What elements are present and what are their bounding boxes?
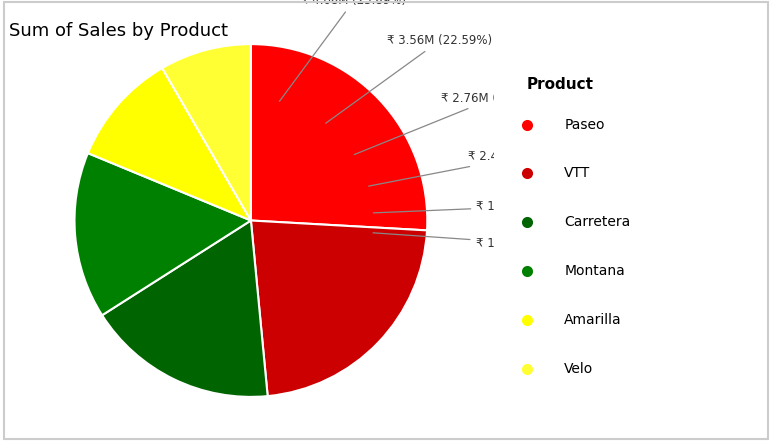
Text: Product: Product [527,77,594,92]
Text: ₹ 1.32M (8.39%): ₹ 1.32M (8.39%) [373,233,573,250]
Wedge shape [88,68,251,220]
Text: ₹ 3.56M (22.59%): ₹ 3.56M (22.59%) [326,34,493,123]
Text: ₹ 4.08M (25.89%): ₹ 4.08M (25.89%) [279,0,407,101]
Text: Amarilla: Amarilla [564,313,622,327]
Wedge shape [251,220,427,396]
Text: Velo: Velo [564,362,594,376]
Text: ₹ 2.76M (17.49%): ₹ 2.76M (17.49%) [354,92,547,154]
Text: Montana: Montana [564,264,625,278]
Text: Sum of Sales by Product: Sum of Sales by Product [9,22,229,40]
Wedge shape [251,44,427,230]
Wedge shape [162,44,251,220]
Wedge shape [102,220,268,397]
Text: ₹ 1.63M (10.37%): ₹ 1.63M (10.37%) [374,200,581,213]
Text: VTT: VTT [564,166,591,180]
Wedge shape [75,153,251,315]
Text: Carretera: Carretera [564,215,631,229]
Text: Paseo: Paseo [564,118,604,131]
Text: ₹ 2.41M (15.26%): ₹ 2.41M (15.26%) [369,150,573,186]
